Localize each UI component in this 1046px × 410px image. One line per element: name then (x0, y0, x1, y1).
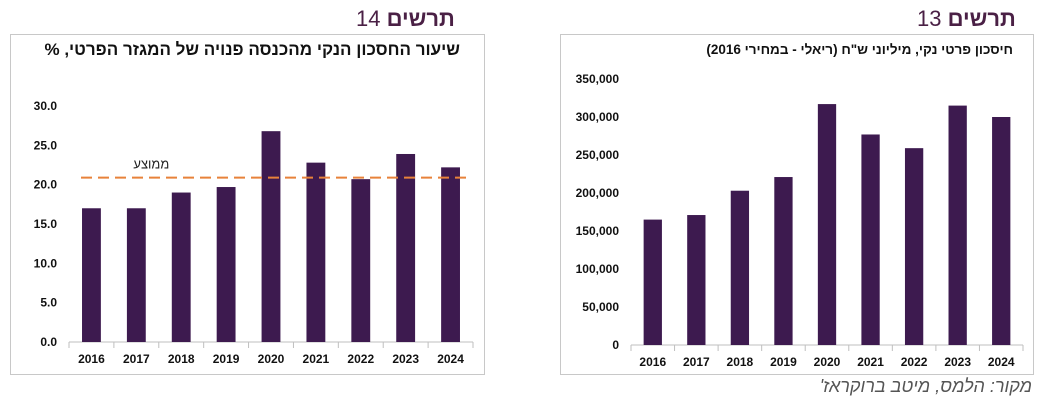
x-tick-label: 2018 (168, 352, 195, 366)
x-tick-label: 2016 (78, 352, 105, 366)
y-tick-label: 50,000 (582, 300, 619, 314)
bar-2018 (730, 190, 750, 345)
figure-number: 13 (917, 6, 942, 31)
bar-2020 (261, 131, 281, 342)
figure-word: תרשים (947, 6, 1016, 31)
x-tick-label: 2017 (123, 352, 150, 366)
savings-rate-chart: 0.0 5.0 10.0 15.0 20.0 25.0 30.0 2016 2017 2018 20… (34, 99, 474, 366)
bar-2018 (171, 192, 191, 342)
figure-14-title: תרשים 14 (356, 6, 455, 32)
y-tick-label: 25.0 (34, 138, 58, 152)
y-tick-label: 100,000 (576, 262, 620, 276)
bar-2017 (687, 215, 706, 345)
average-label: ממוצע (133, 157, 169, 172)
figure-word: תרשים (386, 6, 455, 31)
bar-2016 (82, 208, 101, 342)
x-tick-label: 2020 (814, 355, 841, 369)
chart-title: שיעור החסכון הנקי מהכנסה פנויה של המגזר … (44, 40, 460, 59)
net-savings-chart-panel: חיסכון פרטי נקי, מיליוני ש"ח (ריאלי - במ… (560, 34, 1034, 375)
source-note: מקור: הלמס, מיטב ברוקראז' (819, 376, 1032, 396)
bar-2017 (126, 208, 146, 342)
bar-2019 (774, 177, 793, 345)
bar-2019 (216, 187, 236, 342)
bar-2022 (904, 148, 924, 345)
y-tick-label: 30.0 (34, 99, 58, 113)
y-tick-label: 300,000 (576, 110, 620, 124)
x-tick-label: 2020 (258, 352, 285, 366)
y-tick-label: 15.0 (34, 217, 58, 231)
bar-2021 (306, 162, 326, 342)
bar-2023 (396, 153, 416, 342)
y-tick-label: 10.0 (34, 256, 58, 270)
savings-rate-chart-panel: שיעור החסכון הנקי מהכנסה פנויה של המגזר … (10, 34, 485, 375)
bar-2024 (441, 167, 460, 342)
y-tick-label: 20.0 (34, 178, 58, 192)
bar-2022 (351, 179, 371, 342)
y-tick-label: 200,000 (576, 186, 620, 200)
x-tick-label: 2019 (770, 355, 797, 369)
bar-2016 (643, 219, 662, 345)
x-tick-label: 2024 (988, 355, 1015, 369)
figure-13-title: תרשים 13 (917, 6, 1016, 32)
y-tick-label: 5.0 (40, 296, 57, 310)
x-tick-label: 2022 (347, 352, 374, 366)
x-tick-label: 2019 (213, 352, 240, 366)
bar-2023 (948, 105, 967, 345)
x-tick-label: 2023 (944, 355, 971, 369)
x-tick-label: 2024 (437, 352, 464, 366)
x-tick-label: 2017 (683, 355, 710, 369)
y-tick-label: 0 (612, 338, 619, 352)
bar-2024 (992, 117, 1011, 345)
bar-2021 (861, 134, 880, 345)
figure-number: 14 (356, 6, 381, 31)
y-tick-label: 0.0 (40, 335, 57, 349)
x-tick-label: 2022 (901, 355, 928, 369)
x-tick-label: 2021 (857, 355, 884, 369)
x-tick-label: 2018 (727, 355, 754, 369)
bar-2020 (817, 104, 837, 345)
chart-title: חיסכון פרטי נקי, מיליוני ש"ח (ריאלי - במ… (706, 42, 1013, 57)
y-tick-label: 250,000 (576, 148, 620, 162)
x-tick-label: 2023 (392, 352, 419, 366)
y-tick-label: 150,000 (576, 224, 620, 238)
y-tick-label: 350,000 (576, 72, 620, 86)
x-tick-label: 2021 (303, 352, 330, 366)
x-tick-label: 2016 (639, 355, 666, 369)
net-savings-chart: 0 50,000 100,000 150,000 200,000 250,000 300,0… (576, 72, 1024, 369)
